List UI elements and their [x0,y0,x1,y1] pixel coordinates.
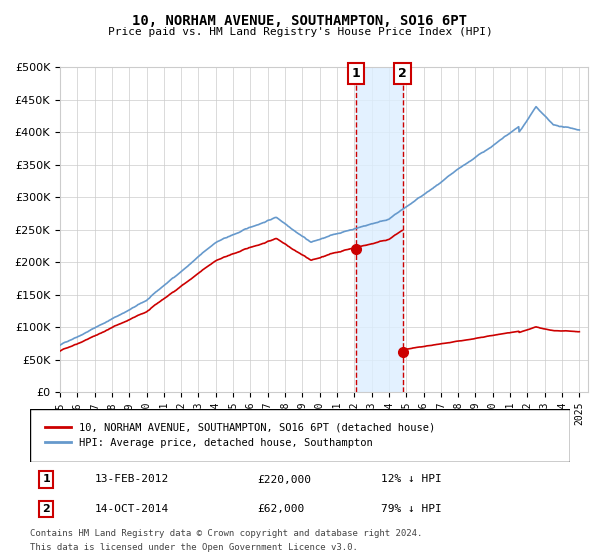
Text: £220,000: £220,000 [257,474,311,484]
FancyBboxPatch shape [30,409,570,462]
Text: 12% ↓ HPI: 12% ↓ HPI [381,474,442,484]
Text: Contains HM Land Registry data © Crown copyright and database right 2024.: Contains HM Land Registry data © Crown c… [30,529,422,538]
Text: 2: 2 [398,67,407,80]
Text: 2: 2 [43,504,50,514]
Text: £62,000: £62,000 [257,504,304,514]
Text: 79% ↓ HPI: 79% ↓ HPI [381,504,442,514]
Text: This data is licensed under the Open Government Licence v3.0.: This data is licensed under the Open Gov… [30,543,358,552]
Text: 14-OCT-2014: 14-OCT-2014 [95,504,169,514]
Text: 13-FEB-2012: 13-FEB-2012 [95,474,169,484]
Text: Price paid vs. HM Land Registry's House Price Index (HPI): Price paid vs. HM Land Registry's House … [107,27,493,37]
Text: 1: 1 [352,67,361,80]
Text: 10, NORHAM AVENUE, SOUTHAMPTON, SO16 6PT: 10, NORHAM AVENUE, SOUTHAMPTON, SO16 6PT [133,14,467,28]
Legend: 10, NORHAM AVENUE, SOUTHAMPTON, SO16 6PT (detached house), HPI: Average price, d: 10, NORHAM AVENUE, SOUTHAMPTON, SO16 6PT… [41,419,440,452]
Bar [356,67,403,392]
Text: 1: 1 [43,474,50,484]
